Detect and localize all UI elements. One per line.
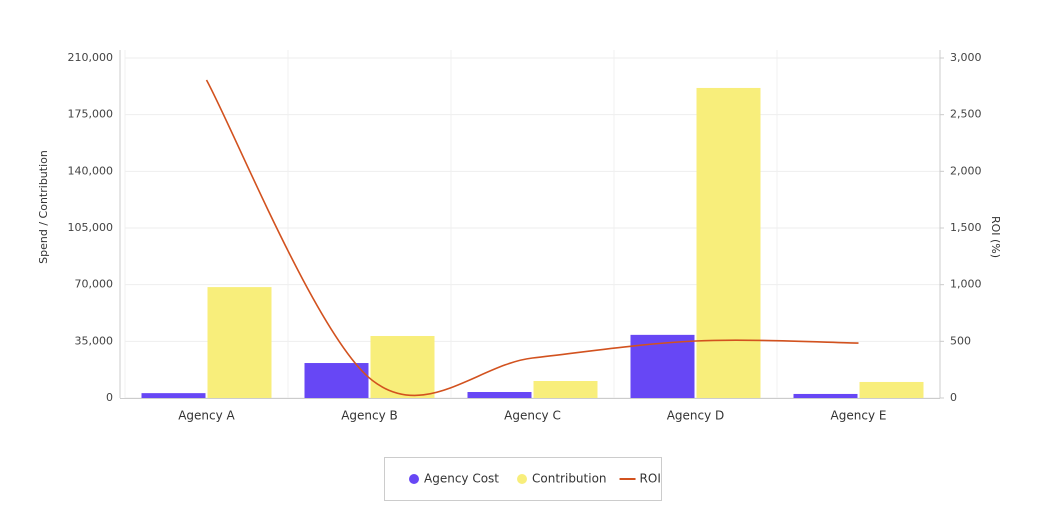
y2-tick-label: 2,000 (950, 164, 982, 177)
y-tick-label: 70,000 (75, 278, 114, 291)
x-tick-label: Agency E (831, 409, 887, 423)
x-tick-label: Agency A (178, 409, 235, 423)
bar (467, 392, 532, 398)
legend-label: Contribution (532, 472, 607, 486)
bar (370, 335, 435, 398)
legend-swatch (517, 474, 528, 484)
y2-tick-label: 3,000 (950, 51, 982, 64)
bar (207, 287, 272, 398)
y2-tick-label: 1,500 (950, 221, 982, 234)
y-tick-label: 0 (106, 391, 113, 404)
y-tick-label: 35,000 (75, 334, 114, 347)
y-tick-label: 105,000 (68, 221, 114, 234)
bar (630, 334, 695, 398)
bar (859, 381, 924, 398)
y-axis-title: Spend / Contribution (37, 150, 50, 264)
legend-label: ROI (640, 472, 661, 486)
y2-tick-label: 500 (950, 334, 971, 347)
legend-label: Agency Cost (424, 472, 499, 486)
bar (793, 393, 858, 398)
y-tick-label: 140,000 (68, 164, 114, 177)
y2-tick-label: 2,500 (950, 108, 982, 121)
x-tick-label: Agency D (667, 409, 725, 423)
roi-line (205, 79, 859, 397)
bar (696, 87, 761, 398)
bar (533, 381, 598, 398)
bar (141, 393, 206, 398)
x-tick-label: Agency B (341, 409, 398, 423)
y-tick-label: 175,000 (68, 108, 114, 121)
y-tick-label: 210,000 (68, 51, 114, 64)
bar (304, 363, 369, 398)
y2-axis-title: ROI (%) (989, 216, 1002, 258)
y2-tick-label: 1,000 (950, 278, 982, 291)
y2-tick-label: 0 (950, 391, 957, 404)
x-tick-label: Agency C (504, 409, 561, 423)
legend-swatch (409, 474, 419, 484)
